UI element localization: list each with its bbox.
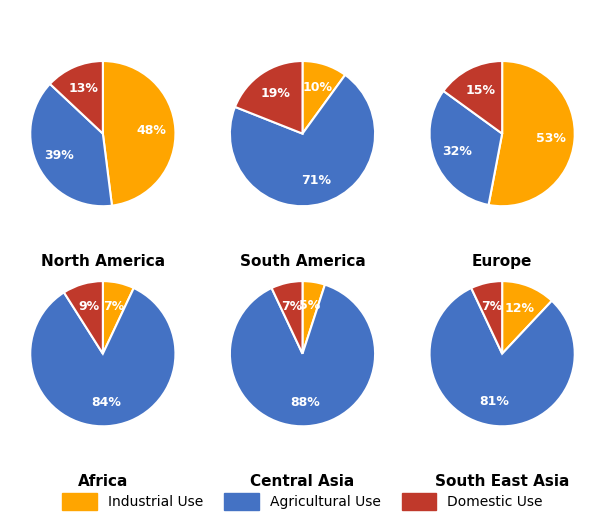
Text: 48%: 48% bbox=[137, 124, 166, 137]
Text: 9%: 9% bbox=[79, 300, 100, 313]
Text: 15%: 15% bbox=[465, 84, 495, 97]
Text: 39%: 39% bbox=[45, 149, 74, 162]
Wedge shape bbox=[230, 285, 375, 427]
Wedge shape bbox=[235, 61, 302, 134]
Text: 7%: 7% bbox=[103, 300, 124, 313]
Wedge shape bbox=[489, 61, 575, 206]
Wedge shape bbox=[302, 61, 345, 134]
Text: 53%: 53% bbox=[535, 132, 566, 145]
Wedge shape bbox=[30, 84, 112, 206]
Wedge shape bbox=[64, 281, 103, 354]
Wedge shape bbox=[502, 281, 552, 354]
Wedge shape bbox=[230, 75, 375, 206]
Title: Africa: Africa bbox=[77, 474, 128, 489]
Title: Central Asia: Central Asia bbox=[250, 474, 355, 489]
Text: 7%: 7% bbox=[281, 300, 302, 313]
Wedge shape bbox=[430, 91, 502, 205]
Wedge shape bbox=[430, 288, 575, 427]
Text: 10%: 10% bbox=[302, 81, 333, 94]
Wedge shape bbox=[443, 61, 502, 134]
Wedge shape bbox=[103, 61, 175, 205]
Text: 5%: 5% bbox=[299, 299, 321, 312]
Wedge shape bbox=[50, 61, 103, 134]
Title: Europe: Europe bbox=[472, 254, 532, 269]
Text: 32%: 32% bbox=[442, 145, 472, 158]
Title: South East Asia: South East Asia bbox=[435, 474, 569, 489]
Text: 19%: 19% bbox=[260, 87, 290, 100]
Text: 88%: 88% bbox=[290, 396, 321, 409]
Wedge shape bbox=[30, 288, 175, 427]
Text: 13%: 13% bbox=[68, 82, 99, 95]
Text: 71%: 71% bbox=[301, 174, 331, 187]
Wedge shape bbox=[103, 281, 134, 354]
Text: 7%: 7% bbox=[481, 300, 502, 313]
Legend: Industrial Use, Agricultural Use, Domestic Use: Industrial Use, Agricultural Use, Domest… bbox=[55, 486, 550, 517]
Text: 84%: 84% bbox=[91, 396, 121, 409]
Wedge shape bbox=[471, 281, 502, 354]
Title: North America: North America bbox=[41, 254, 165, 269]
Title: South America: South America bbox=[240, 254, 365, 269]
Text: 81%: 81% bbox=[480, 395, 509, 408]
Wedge shape bbox=[302, 281, 325, 354]
Text: 12%: 12% bbox=[505, 302, 535, 315]
Wedge shape bbox=[272, 281, 302, 354]
